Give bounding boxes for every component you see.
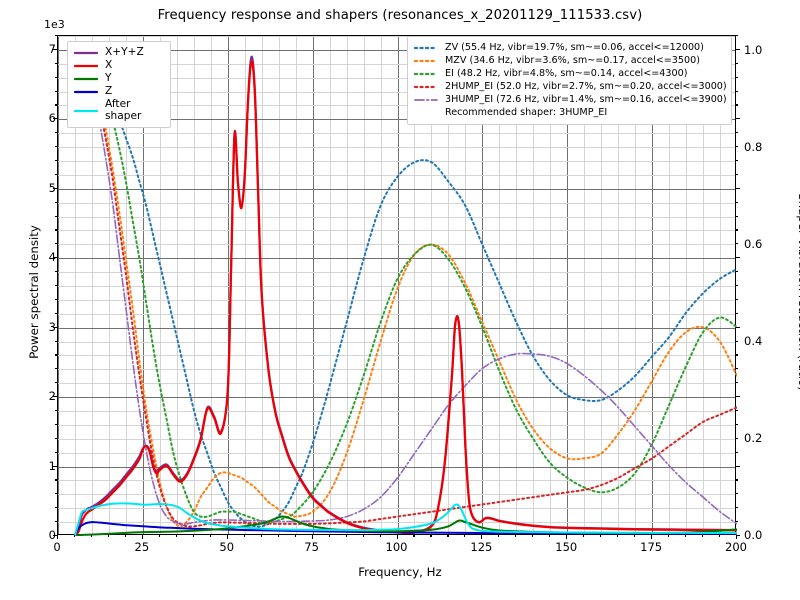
legend-item-label: X [105,59,113,72]
legend-item-3hump_ei[interactable]: 3HUMP_EI (72.6 Hz, vibr=1.4%, sm~=0.16, … [414,94,727,106]
legend-line-sample-icon [414,94,438,106]
x-tick-label: 150 [555,540,578,554]
legend-line-sample-icon [74,60,98,72]
y-tick-label: 3 [48,319,56,334]
legend-item-label: EI (48.2 Hz, vibr=4.8%, sm~=0.14, accel<… [445,68,688,79]
legend-item-y[interactable]: Y [74,73,164,85]
x-tick-label: 125 [470,540,493,554]
legend-line-sample-icon [74,105,98,117]
y2-tick-label: 1.0 [744,42,763,57]
recommended-shaper-label: Recommended shaper: 3HUMP_EI [445,107,608,118]
y-tick-label: 6 [48,111,56,126]
legend-item-label: Y [105,72,112,85]
y-tick-label: 7 [48,41,56,56]
y-axis-offset-label: 1e3 [44,18,65,31]
legend-line-sample-icon [414,42,438,54]
y2-tick-label: 0.8 [744,139,763,154]
legend-item-label: MZV (34.6 Hz, vibr=3.6%, sm~=0.17, accel… [445,55,700,66]
data-curves [58,36,737,536]
legend-item-label: X+Y+Z [105,46,144,59]
x-tick-label: 175 [640,540,663,554]
legend-line-sample-icon [414,81,438,93]
x-tick-label: 200 [725,540,747,554]
legend-line-sample-icon [414,68,438,80]
legend-item-label: ZV (55.4 Hz, vibr=19.7%, sm~=0.06, accel… [445,42,704,53]
y-tick-label: 4 [48,250,56,265]
x-tick-label: 25 [134,540,150,554]
legend-item-z[interactable]: Z [74,86,164,98]
legend-line-sample-icon [74,73,98,85]
legend-item-after-shaper[interactable]: After shaper [74,98,164,122]
y2-axis-label: Shaper vibration reduction (ratio) [796,193,800,391]
x-tick-label: 75 [304,540,319,554]
legend-item-zv[interactable]: ZV (55.4 Hz, vibr=19.7%, sm~=0.06, accel… [414,42,725,54]
legend-line-sample-icon [74,86,98,98]
y-tick-label: 0 [48,528,56,542]
recommended-shaper-row: Recommended shaper: 3HUMP_EI [414,107,725,119]
y-axis-label: Power spectral density [27,225,41,359]
legend-item-label: 3HUMP_EI (72.6 Hz, vibr=1.4%, sm~=0.16, … [445,94,727,105]
y-tick-label: 1 [48,458,56,473]
y-tick-label: 2 [48,389,56,404]
legend-item-label: Z [105,85,113,98]
chart-title: Frequency response and shapers (resonanc… [157,8,643,23]
y-tick-label: 5 [48,180,56,195]
legend-line-sample-icon [74,47,98,59]
legend-item-mzv[interactable]: MZV (34.6 Hz, vibr=3.6%, sm~=0.17, accel… [414,55,725,67]
x-tick-label: 50 [219,540,235,554]
x-axis-label: Frequency, Hz [358,565,442,579]
y2-tick-label: 0.2 [744,430,763,445]
legend-item-ei[interactable]: EI (48.2 Hz, vibr=4.8%, sm~=0.14, accel<… [414,68,725,80]
legend-item-label: After shaper [105,98,142,122]
psd-legend: X+Y+Z X Y Z After shaper [67,41,171,128]
y2-tick-label: 0.0 [744,528,763,542]
y2-tick-label: 0.4 [744,333,763,348]
legend-item-label: 2HUMP_EI (52.0 Hz, vibr=2.7%, sm~=0.20, … [445,81,727,92]
x-tick-label: 100 [385,540,408,554]
shaper-legend: ZV (55.4 Hz, vibr=19.7%, sm~=0.06, accel… [407,36,732,125]
legend-item-x[interactable]: X [74,60,164,72]
legend-item-2hump_ei[interactable]: 2HUMP_EI (52.0 Hz, vibr=2.7%, sm~=0.20, … [414,81,727,93]
y2-tick-label: 0.6 [744,236,763,251]
x-tick-label: 0 [53,540,61,554]
legend-item-x-y-z[interactable]: X+Y+Z [74,47,164,59]
legend-line-sample-icon [414,55,438,67]
